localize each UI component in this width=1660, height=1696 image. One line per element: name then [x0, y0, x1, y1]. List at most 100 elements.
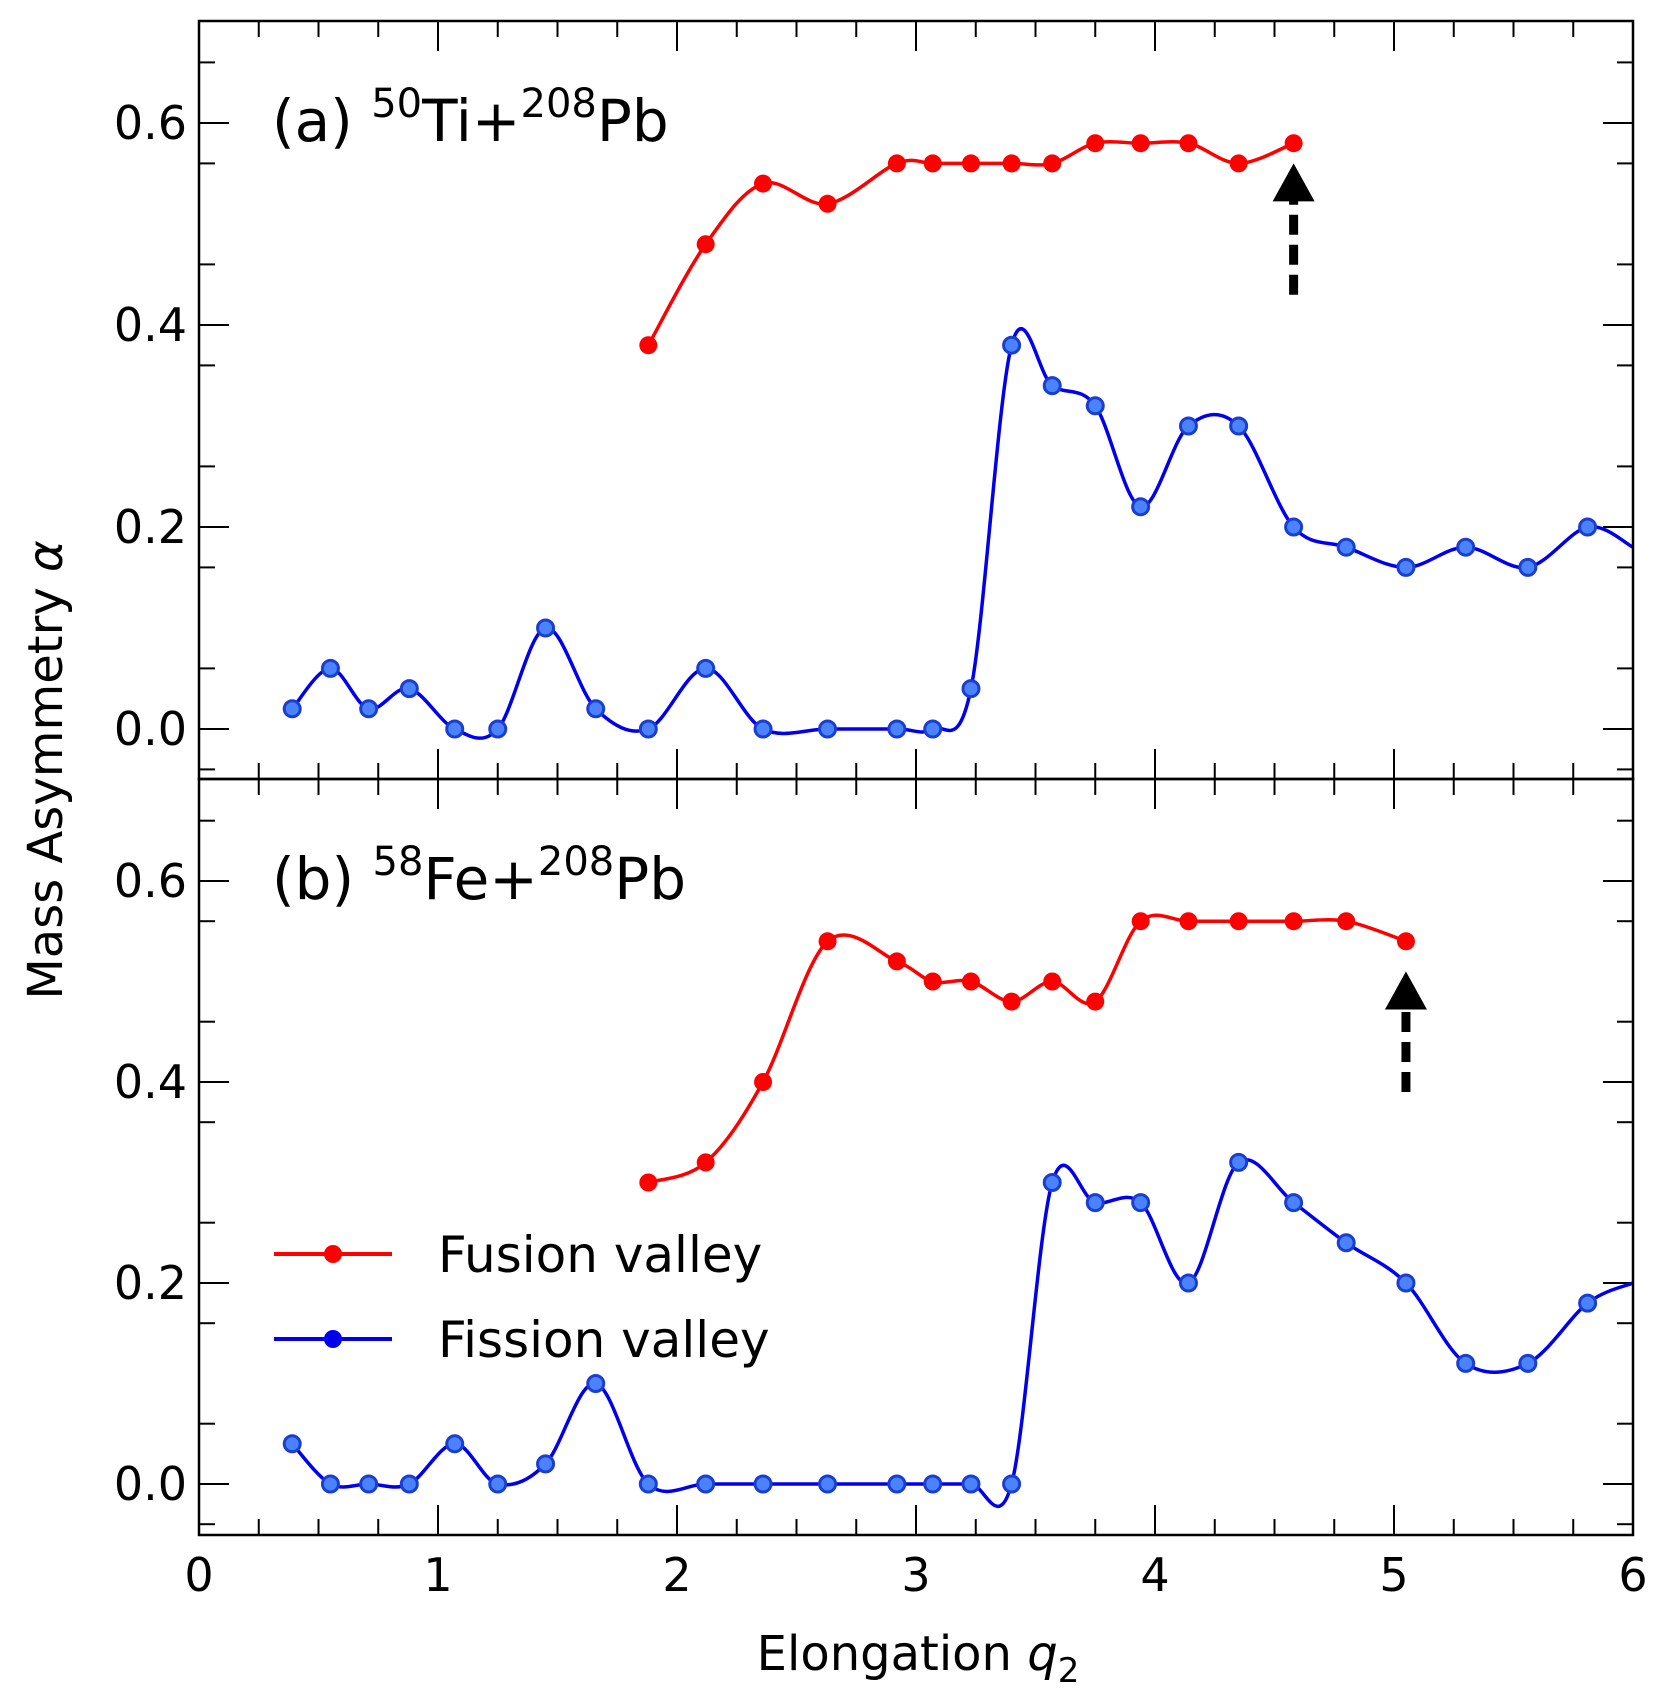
panel-b-fission-point	[1002, 1474, 1022, 1494]
panel-a-fusion-point	[1179, 134, 1198, 153]
panel-a-fission-point	[1002, 335, 1022, 355]
panel-b-fusion-point	[1337, 912, 1356, 931]
panel-a-arrow	[1272, 163, 1315, 295]
panel-b-frame	[197, 777, 1635, 1537]
panel-b-x-tick-label: 3	[901, 1548, 930, 1602]
panel-b-fission-point	[961, 1474, 981, 1494]
panel-a-fusion-point	[1284, 134, 1303, 153]
panel-a-y-tick-label: 0.6	[114, 96, 187, 150]
panel-a-fission-point	[1284, 517, 1304, 537]
panel-b-fusion-point	[1284, 912, 1303, 931]
panel-b-arrow	[1384, 971, 1427, 1093]
panel-b-y-tick-label: 0.6	[114, 854, 187, 908]
panel-b-x-tick-label: 6	[1618, 1548, 1647, 1602]
panel-a-fusion-point	[818, 194, 837, 213]
panel-b-fusion-point	[1396, 932, 1415, 951]
panel-b-y-tick-label: 0.0	[114, 1457, 187, 1511]
panel-b-fission-point	[1284, 1193, 1304, 1213]
legend-fusion-marker	[324, 1245, 342, 1263]
panel-b-ticks	[198, 779, 1634, 1535]
y-axis-label: Mass Asymmetry α	[18, 540, 74, 999]
legend-fission-marker	[324, 1330, 342, 1348]
panel-a-fission-point	[1131, 497, 1151, 517]
panel-b-fusion-point	[1131, 912, 1150, 931]
panel-b-fission-point	[1336, 1233, 1356, 1253]
panel-a-fusion-point	[1229, 154, 1248, 173]
panel-b-fusion-point	[1086, 992, 1105, 1011]
panel-a-fusion-point	[639, 336, 658, 355]
panel-a-y-tick-label: 0.2	[114, 500, 187, 554]
panel-a-title-text: Pb	[597, 87, 669, 155]
panel-b-fission-point	[1518, 1353, 1538, 1373]
panel-b-fusion-point	[818, 932, 837, 951]
panel-a-fusion-point	[754, 174, 773, 193]
panel-b-fission-point	[488, 1474, 508, 1494]
panel-a-series-fusion	[639, 134, 1303, 355]
panel-a-title-text: Ti+	[421, 87, 520, 155]
panel-b-title-prefix: (b)	[272, 845, 373, 913]
panel-b-x-tick-label: 0	[184, 1548, 213, 1602]
panel-a-fission-point	[282, 699, 302, 719]
panel-a-fusion-point	[1086, 134, 1105, 153]
panel-a-fission-point	[1518, 557, 1538, 577]
panel-a-fission-point	[1178, 416, 1198, 436]
panel-a-fission-point	[320, 658, 340, 678]
panel-a-fusion-point	[923, 154, 942, 173]
legend-fusion-label: Fusion valley	[438, 1226, 762, 1284]
panel-b-fission-point	[638, 1474, 658, 1494]
panel-a-fission-point	[1456, 537, 1476, 557]
panel-a-fission-point	[1229, 416, 1249, 436]
panel-a-fission-point	[1085, 396, 1105, 416]
panel-b-title-text: Fe+	[423, 845, 537, 913]
x-axis-label-symbol: q	[1027, 1626, 1057, 1682]
panel-a-fusion-point	[1002, 154, 1021, 173]
panel-a-fission-point	[359, 699, 379, 719]
panel-b-series-line	[647, 913, 1407, 1185]
panel-b-fission-point	[1578, 1293, 1598, 1313]
panel-a-series-line	[290, 326, 1633, 740]
panel-a-fission-point	[1396, 557, 1416, 577]
panel-b-fission-point	[1085, 1193, 1105, 1213]
panel-a-title-superscript: 208	[521, 81, 597, 127]
panel-b-fission-point	[1396, 1273, 1416, 1293]
panel-b-fission-point	[696, 1474, 716, 1494]
panel-a-fusion-point	[1131, 134, 1150, 153]
panel-b-x-tick-label: 1	[423, 1548, 452, 1602]
panel-b-fusion-point	[1179, 912, 1198, 931]
panel-b: 0.0 0.2 0.4 0.6 0 1 2 3 4 5 6 (b) 58Fe+208Pb	[114, 777, 1648, 1602]
panel-b-title-superscript: 58	[373, 839, 424, 885]
x-axis-label-subscript: 2	[1058, 1651, 1080, 1691]
panel-b-fission-point	[1178, 1273, 1198, 1293]
panel-b-x-tick-label: 4	[1140, 1548, 1169, 1602]
panel-a-fission-point	[445, 719, 465, 739]
legend-fission-label: Fission valley	[438, 1311, 770, 1369]
panel-b-fission-point	[753, 1474, 773, 1494]
panel-b-fusion-point	[639, 1173, 658, 1192]
panel-b-fission-point	[1042, 1173, 1062, 1192]
panel-b-fusion-point	[754, 1073, 773, 1091]
panel-a-title-prefix: (a)	[272, 87, 371, 155]
panel-a-fission-point	[1578, 517, 1598, 537]
panel-a-title-superscript: 50	[371, 81, 422, 127]
panel-b-y-tick-label: 0.2	[114, 1256, 187, 1310]
panel-b-fission-point	[359, 1474, 379, 1494]
panel-b-fusion-point	[1229, 912, 1248, 931]
panel-a-y-tick-label: 0.4	[114, 298, 187, 352]
panel-b-fusion-point	[1002, 992, 1021, 1011]
panel-b-fusion-point	[696, 1153, 715, 1172]
panel-b-title: (b) 58Fe+208Pb	[272, 839, 686, 913]
panel-a-fission-point	[753, 719, 773, 739]
panel-b-fission-point	[445, 1434, 465, 1454]
panel-b-fusion-point	[961, 972, 980, 991]
panel-b-x-tick-label: 5	[1379, 1548, 1408, 1602]
panel-b-fission-point	[320, 1474, 340, 1494]
panel-b-x-tick-label: 2	[662, 1548, 691, 1602]
panel-a-fission-point	[399, 679, 419, 699]
panel-a-series-fission	[282, 326, 1633, 740]
panel-b-fission-point	[887, 1474, 907, 1494]
panel-a-fission-point	[961, 679, 981, 699]
y-axis-label-text: Mass Asymmetry	[18, 572, 74, 1000]
panel-b-y-tick-label: 0.4	[114, 1055, 187, 1109]
panel-b-title-superscript: 208	[538, 839, 614, 885]
